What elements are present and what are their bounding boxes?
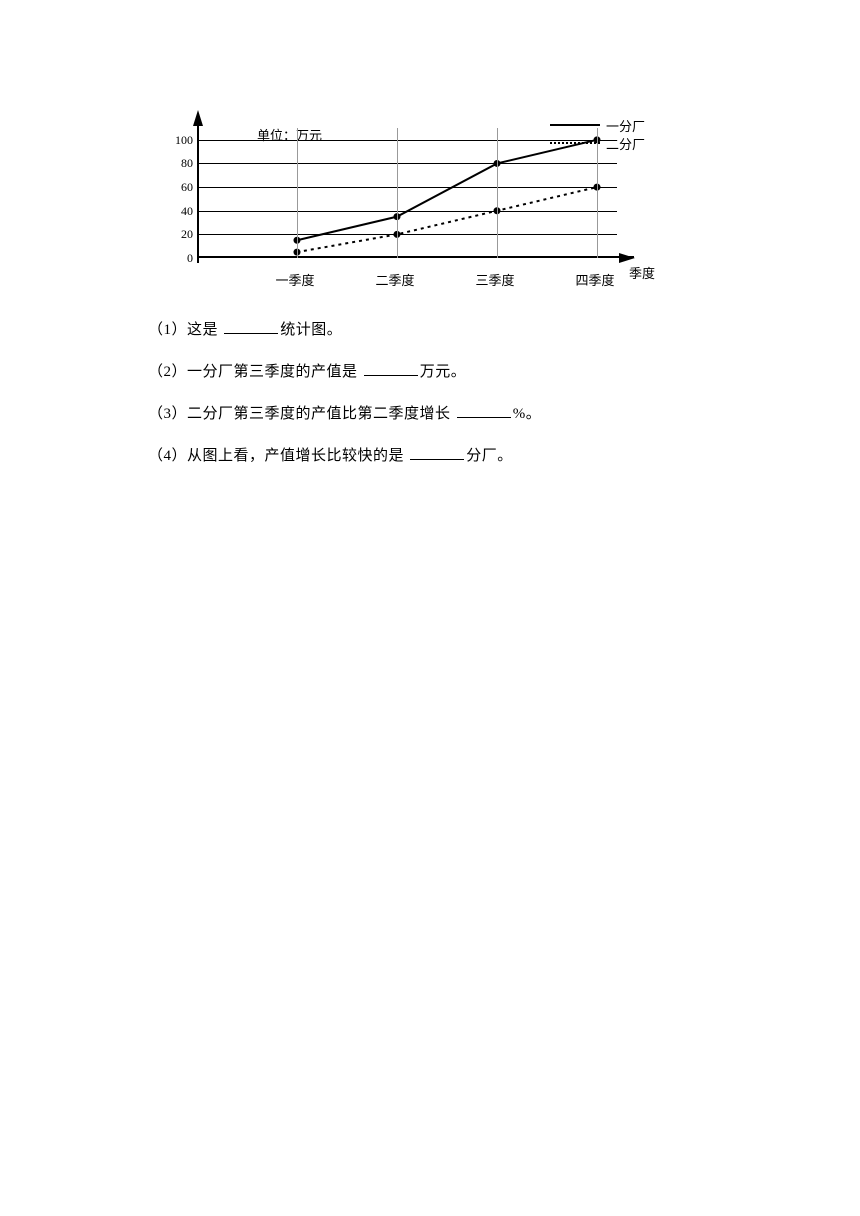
question-2: （2）一分厂第三季度的产值是 万元。 xyxy=(148,360,730,384)
blank-1[interactable] xyxy=(224,320,278,334)
series-line xyxy=(297,187,597,252)
grid-line xyxy=(197,163,617,164)
q1-suffix: 统计图。 xyxy=(280,322,342,338)
y-tick-label: 80 xyxy=(167,156,193,171)
y-tick-label: 40 xyxy=(167,204,193,219)
question-3: （3）二分厂第三季度的产值比第二季度增长 %。 xyxy=(148,402,730,426)
x-tick-label: 一季度 xyxy=(275,270,314,289)
chart-svg xyxy=(197,128,617,258)
grid-vline xyxy=(597,128,598,258)
y-tick-label: 100 xyxy=(167,133,193,148)
grid-line xyxy=(197,140,617,141)
blank-2[interactable] xyxy=(364,362,418,376)
y-tick-label: 60 xyxy=(167,180,193,195)
y-tick-label: 20 xyxy=(167,227,193,242)
q2-suffix: 万元。 xyxy=(420,364,467,380)
q2-prefix: （2）一分厂第三季度的产值是 xyxy=(148,364,362,380)
blank-3[interactable] xyxy=(457,404,511,418)
grid-vline xyxy=(297,128,298,258)
series-line xyxy=(297,140,597,240)
q3-prefix: （3）二分厂第三季度的产值比第二季度增长 xyxy=(148,406,455,422)
questions: （1）这是 统计图。 （2）一分厂第三季度的产值是 万元。 （3）二分厂第三季度… xyxy=(148,318,730,468)
x-tick-label: 二季度 xyxy=(375,270,414,289)
q4-suffix: 分厂。 xyxy=(466,448,513,464)
q1-prefix: （1）这是 xyxy=(148,322,222,338)
x-axis-labels: 一季度 二季度 三季度 四季度 xyxy=(195,270,665,288)
question-1: （1）这是 统计图。 xyxy=(148,318,730,342)
question-4: （4）从图上看，产值增长比较快的是 分厂。 xyxy=(148,444,730,468)
y-tick-label: 0 xyxy=(167,251,193,266)
q4-prefix: （4）从图上看，产值增长比较快的是 xyxy=(148,448,408,464)
blank-4[interactable] xyxy=(410,446,464,460)
x-tick-label: 三季度 xyxy=(475,270,514,289)
grid-vline xyxy=(397,128,398,258)
grid-line xyxy=(197,211,617,212)
chart-container: 一分厂 二分厂 020406080100 单位：万元 季度 一季度二季度三季度四… xyxy=(195,128,665,288)
plot-area: 单位：万元 季度 xyxy=(197,128,617,258)
q3-suffix: %。 xyxy=(513,406,542,422)
grid-line xyxy=(197,234,617,235)
chart-body: 020406080100 单位：万元 季度 一季度二季度三季度四季度 xyxy=(195,128,665,288)
arrow-right-icon xyxy=(619,253,635,263)
grid-vline xyxy=(497,128,498,258)
legend-line-solid-icon xyxy=(550,124,600,126)
grid-line xyxy=(197,187,617,188)
x-tick-label: 四季度 xyxy=(575,270,614,289)
